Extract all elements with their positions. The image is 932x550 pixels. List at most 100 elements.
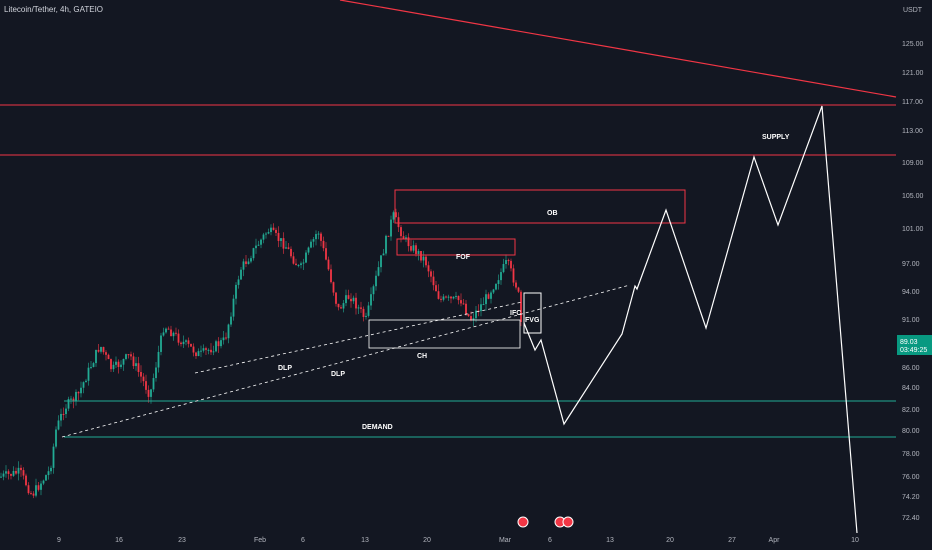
x-tick-label: 27 bbox=[728, 537, 736, 544]
y-tick-label: 91.00 bbox=[902, 317, 920, 324]
candle-body bbox=[452, 296, 455, 299]
candle-body bbox=[100, 347, 102, 352]
candle-body bbox=[102, 347, 105, 353]
label-dlp-1: DLP bbox=[278, 365, 292, 372]
candle-body bbox=[245, 261, 247, 264]
candle-body bbox=[195, 352, 197, 357]
candle-body bbox=[495, 283, 497, 290]
x-tick-label: Feb bbox=[254, 537, 266, 544]
label-supply: SUPPLY bbox=[762, 134, 790, 141]
candle-body bbox=[342, 303, 345, 309]
candle-body bbox=[47, 471, 50, 476]
candle-body bbox=[132, 356, 135, 367]
candle-body bbox=[467, 314, 470, 317]
candle-body bbox=[180, 342, 182, 345]
label-fof: FOF bbox=[456, 254, 471, 261]
label-ch: CH bbox=[417, 353, 427, 360]
candle-body bbox=[420, 250, 422, 261]
candle-body bbox=[410, 246, 412, 251]
candle-body bbox=[425, 256, 427, 266]
candle-body bbox=[357, 307, 360, 309]
chart-title: Litecoin/Tether, 4h, GATEIO bbox=[4, 5, 104, 14]
candle-body bbox=[227, 324, 230, 339]
candle-body bbox=[97, 349, 100, 352]
candle-body bbox=[92, 363, 95, 368]
event-flag-icon[interactable] bbox=[562, 516, 574, 528]
candle-body bbox=[345, 295, 347, 304]
candle-body bbox=[52, 446, 55, 468]
candle-body bbox=[127, 354, 130, 356]
candle-body bbox=[22, 470, 25, 476]
candle-body bbox=[32, 493, 35, 496]
candle-body bbox=[20, 467, 22, 471]
candle-body bbox=[475, 310, 477, 319]
candle-body bbox=[75, 391, 77, 402]
candle-body bbox=[240, 269, 242, 280]
candle-body bbox=[110, 359, 112, 370]
candle-body bbox=[415, 245, 417, 254]
candle-body bbox=[72, 398, 75, 402]
candle-body bbox=[372, 286, 375, 295]
candle-body bbox=[225, 337, 227, 339]
candle-body bbox=[65, 408, 67, 415]
candle-body bbox=[145, 381, 147, 390]
candle-body bbox=[62, 413, 65, 415]
candle-body bbox=[400, 227, 402, 237]
candle-body bbox=[292, 256, 295, 264]
candle-body bbox=[45, 475, 47, 481]
event-icons[interactable] bbox=[517, 516, 574, 528]
candle-body bbox=[277, 232, 280, 241]
candle-body bbox=[370, 294, 372, 306]
candle-body bbox=[255, 245, 257, 249]
candle-body bbox=[105, 352, 107, 355]
ch-zone bbox=[368, 319, 521, 349]
candle-body bbox=[17, 467, 20, 474]
x-tick-label: 6 bbox=[548, 537, 552, 544]
candle-body bbox=[257, 244, 260, 246]
label-dlp-2: DLP bbox=[331, 371, 345, 378]
candle-body bbox=[272, 227, 275, 230]
y-tick-label: 86.00 bbox=[902, 365, 920, 372]
candle-body bbox=[412, 245, 415, 251]
x-tick-label: Mar bbox=[499, 537, 512, 544]
candle-body bbox=[25, 475, 27, 486]
candle-body bbox=[237, 279, 240, 285]
candle-body bbox=[182, 341, 185, 345]
label-fvg: FVG bbox=[525, 317, 540, 324]
candle-body bbox=[435, 285, 437, 292]
candle-body bbox=[382, 253, 385, 256]
candle-body bbox=[380, 255, 382, 268]
candle-body bbox=[392, 212, 395, 220]
candle-body bbox=[235, 284, 237, 299]
candle-body bbox=[297, 264, 300, 266]
candle-body bbox=[232, 298, 235, 317]
time-axis[interactable]: 9 16 23 Feb 6 13 20 Mar 6 13 20 27 Apr 10 bbox=[57, 537, 859, 544]
candle-body bbox=[402, 236, 405, 239]
candle-body bbox=[317, 233, 320, 235]
candle-body bbox=[465, 303, 467, 315]
candle-body bbox=[457, 295, 460, 301]
candle-body bbox=[375, 275, 377, 287]
candle-body bbox=[90, 367, 92, 369]
candle-body bbox=[302, 262, 305, 264]
candle-body bbox=[407, 237, 410, 247]
candle-body bbox=[482, 304, 485, 306]
price-axis[interactable]: USDT 125.00 121.00 117.00 113.00 109.00 105.0… bbox=[902, 7, 924, 522]
candle-body bbox=[287, 247, 290, 249]
candle-body bbox=[517, 287, 520, 292]
event-flag-icon[interactable] bbox=[517, 516, 529, 528]
candle-body bbox=[95, 349, 97, 364]
candle-body bbox=[447, 296, 450, 298]
candle-body bbox=[327, 259, 330, 270]
candle-body bbox=[80, 387, 82, 394]
candle-body bbox=[512, 268, 515, 283]
candle-body bbox=[270, 227, 272, 233]
candle-body bbox=[115, 361, 117, 365]
candle-body bbox=[5, 471, 7, 474]
candle-body bbox=[117, 361, 120, 367]
y-tick-label: 109.00 bbox=[902, 160, 924, 167]
y-tick-label: 72.40 bbox=[902, 515, 920, 522]
candle-body bbox=[147, 389, 150, 397]
